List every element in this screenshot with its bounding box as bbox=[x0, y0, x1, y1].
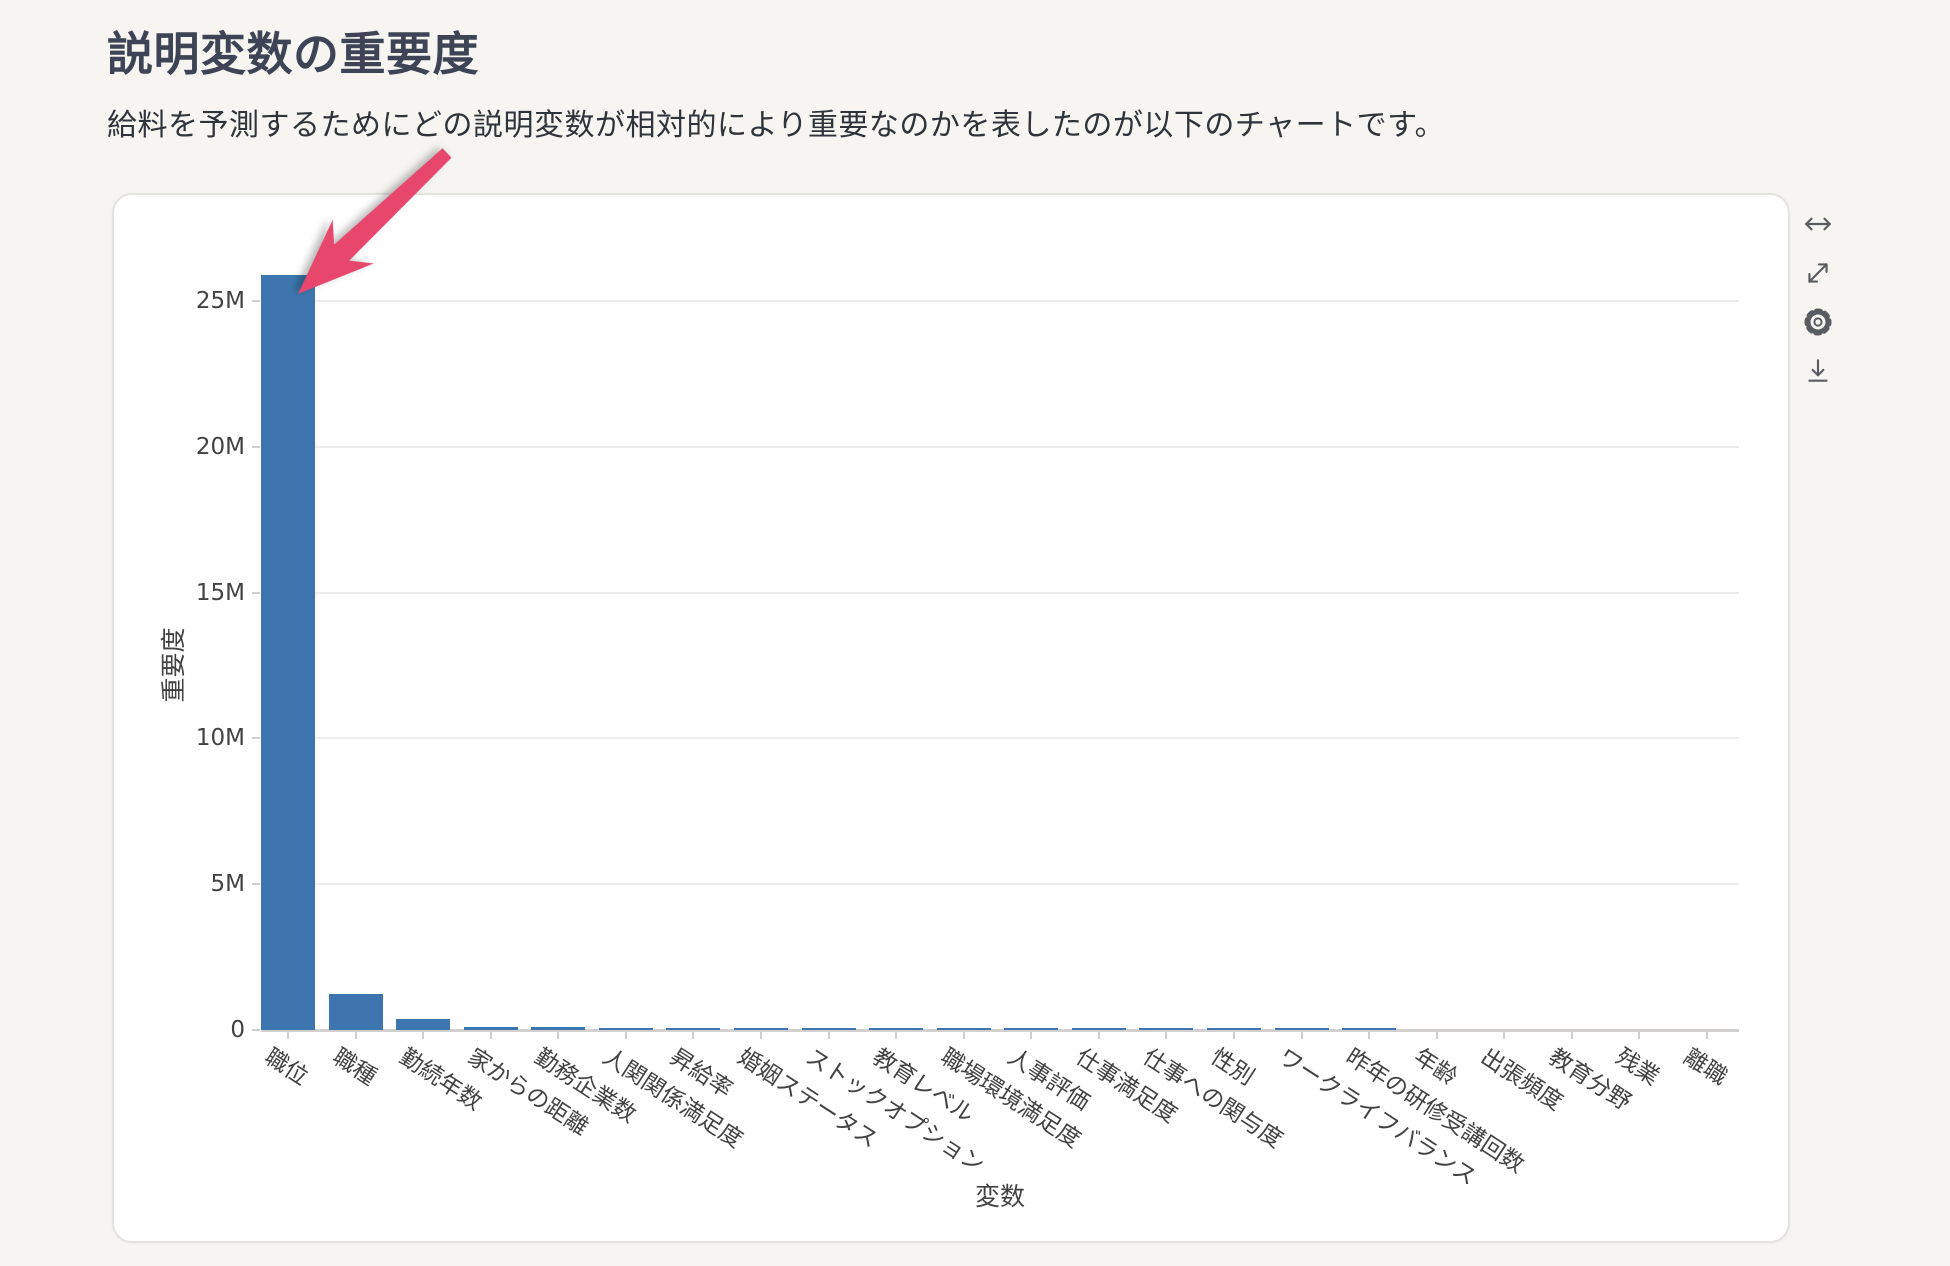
gridline bbox=[261, 592, 1739, 594]
x-axis-title: 変数 bbox=[974, 1182, 1026, 1211]
x-tick-mark bbox=[1435, 1032, 1438, 1039]
gridline bbox=[261, 737, 1739, 739]
page-title: 説明変数の重要度 bbox=[107, 27, 479, 81]
y-tick-mark bbox=[252, 1029, 260, 1031]
x-tick-label: 職位 bbox=[259, 1044, 313, 1091]
resize-width-button[interactable] bbox=[1800, 206, 1836, 242]
x-tick-mark bbox=[962, 1032, 965, 1039]
download-icon bbox=[1808, 359, 1828, 382]
y-tick-label: 10M bbox=[195, 725, 245, 751]
y-tick-label: 5M bbox=[210, 871, 245, 897]
bar[interactable] bbox=[734, 1028, 788, 1030]
bar[interactable] bbox=[1071, 1028, 1126, 1030]
bar[interactable] bbox=[1139, 1028, 1194, 1030]
x-tick-label: 離職 bbox=[1678, 1044, 1732, 1091]
chart-toolbar bbox=[1800, 206, 1836, 389]
expand-diagonal-icon bbox=[1808, 263, 1828, 283]
y-tick-mark bbox=[252, 446, 260, 448]
expand-button[interactable] bbox=[1800, 255, 1836, 291]
x-axis-line bbox=[261, 1029, 1739, 1032]
gridline bbox=[261, 300, 1739, 302]
x-tick-mark bbox=[422, 1032, 425, 1039]
y-tick-label: 15M bbox=[195, 580, 245, 606]
bar[interactable] bbox=[1207, 1028, 1261, 1030]
x-tick-mark bbox=[1706, 1032, 1708, 1039]
x-tick-mark bbox=[1165, 1032, 1168, 1039]
bar[interactable] bbox=[396, 1019, 451, 1030]
bar[interactable] bbox=[1274, 1028, 1329, 1030]
x-tick-mark bbox=[557, 1032, 560, 1039]
x-tick-mark bbox=[287, 1032, 289, 1039]
x-tick-mark bbox=[760, 1032, 762, 1039]
y-axis-title: 重要度 bbox=[159, 627, 188, 703]
chart-card: 0 5M 10M 15M 20M 25M 職位 職種 勤続年数 家からの距離 勤務企業数 人関関係満足… bbox=[112, 193, 1790, 1243]
plot-area: 0 5M 10M 15M 20M 25M 職位 職種 勤続年数 家からの距離 勤務企業数 人関関係満足… bbox=[114, 195, 1788, 1241]
x-tick-mark bbox=[354, 1032, 357, 1039]
gear-icon bbox=[1804, 308, 1832, 336]
y-tick-label: 25M bbox=[195, 288, 245, 314]
x-tick-mark bbox=[1300, 1032, 1303, 1039]
page-description: 給料を予測するためにどの説明変数が相対的により重要なのかを表したのが以下のチャー… bbox=[107, 108, 1446, 143]
x-tick-mark bbox=[895, 1032, 898, 1039]
bar[interactable] bbox=[261, 275, 315, 1030]
download-button[interactable] bbox=[1800, 353, 1836, 389]
bar[interactable] bbox=[869, 1028, 924, 1030]
bar[interactable] bbox=[1342, 1028, 1397, 1030]
bar[interactable] bbox=[801, 1028, 856, 1030]
y-tick-mark bbox=[252, 300, 260, 302]
x-tick-mark bbox=[1503, 1032, 1506, 1039]
x-tick-mark bbox=[1030, 1032, 1033, 1039]
x-tick-mark bbox=[827, 1032, 830, 1039]
x-tick-label: 職種 bbox=[327, 1044, 381, 1091]
y-tick-mark bbox=[252, 592, 260, 594]
bar[interactable] bbox=[936, 1028, 991, 1030]
settings-button[interactable] bbox=[1800, 304, 1836, 340]
x-tick-mark bbox=[1570, 1032, 1573, 1039]
y-tick-mark bbox=[252, 883, 260, 885]
resize-horizontal-icon bbox=[1805, 217, 1831, 231]
x-tick-mark bbox=[1097, 1032, 1100, 1039]
gridline bbox=[261, 446, 1739, 448]
bar[interactable] bbox=[666, 1028, 721, 1030]
gridline bbox=[261, 883, 1739, 885]
bar[interactable] bbox=[328, 994, 383, 1030]
bar[interactable] bbox=[598, 1028, 653, 1030]
x-tick-mark bbox=[1368, 1032, 1371, 1039]
bar[interactable] bbox=[531, 1027, 586, 1030]
y-tick-label: 0 bbox=[230, 1017, 245, 1043]
bar[interactable] bbox=[463, 1027, 518, 1030]
y-tick-mark bbox=[252, 737, 260, 739]
x-tick-mark bbox=[489, 1032, 492, 1039]
y-tick-label: 20M bbox=[195, 434, 245, 460]
bar[interactable] bbox=[1004, 1028, 1059, 1030]
x-tick-mark bbox=[1233, 1032, 1235, 1039]
x-tick-mark bbox=[624, 1032, 627, 1039]
x-tick-mark bbox=[1638, 1032, 1641, 1039]
x-tick-mark bbox=[692, 1032, 695, 1039]
